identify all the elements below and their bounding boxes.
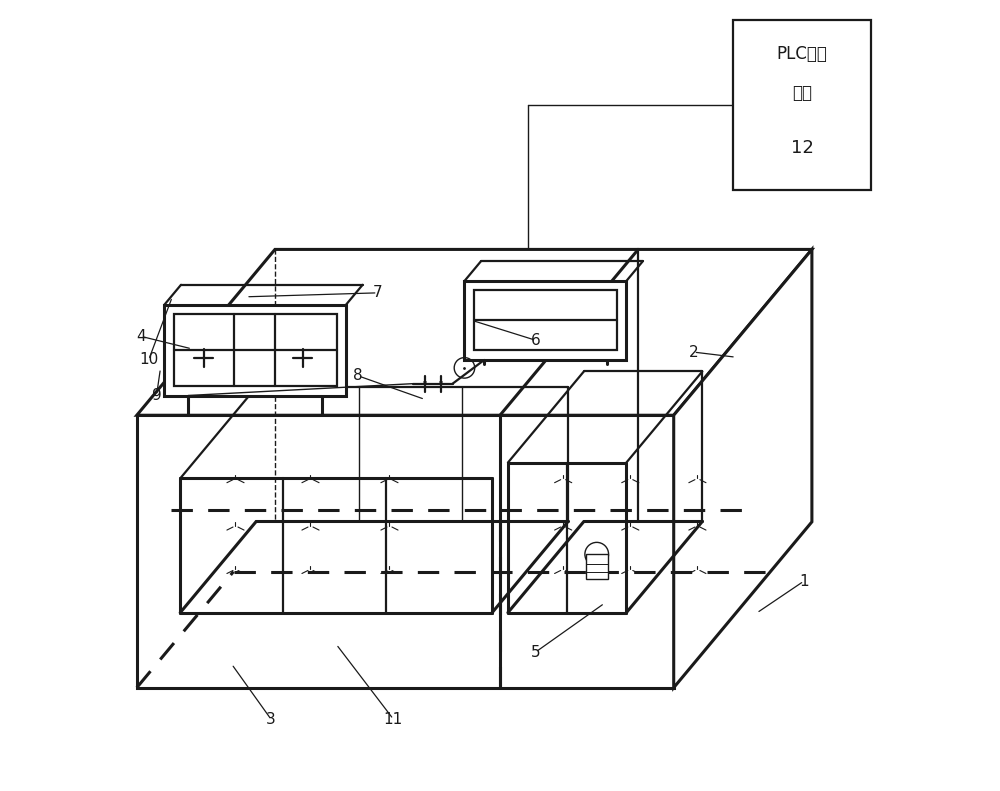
Text: N: N <box>423 381 427 386</box>
Text: 1: 1 <box>799 573 809 589</box>
Bar <box>174 314 337 386</box>
Text: 9: 9 <box>152 388 161 403</box>
Text: 系统: 系统 <box>792 85 812 102</box>
Bar <box>474 290 617 350</box>
Polygon shape <box>137 249 812 415</box>
Text: 10: 10 <box>139 353 158 368</box>
Text: H: H <box>439 381 443 386</box>
Polygon shape <box>137 415 674 687</box>
Text: 6: 6 <box>531 333 540 348</box>
Bar <box>164 305 346 396</box>
Text: 12: 12 <box>791 138 813 157</box>
Text: 3: 3 <box>266 712 276 727</box>
Bar <box>733 21 871 190</box>
Polygon shape <box>674 249 812 687</box>
Text: 8: 8 <box>353 369 363 384</box>
Text: 5: 5 <box>531 645 540 660</box>
Text: 4: 4 <box>136 329 146 344</box>
Bar <box>586 554 608 580</box>
Text: 11: 11 <box>384 712 403 727</box>
Bar <box>464 281 626 360</box>
Text: PLC控制: PLC控制 <box>777 45 827 63</box>
Text: 2: 2 <box>689 345 698 360</box>
Text: 7: 7 <box>373 286 382 301</box>
